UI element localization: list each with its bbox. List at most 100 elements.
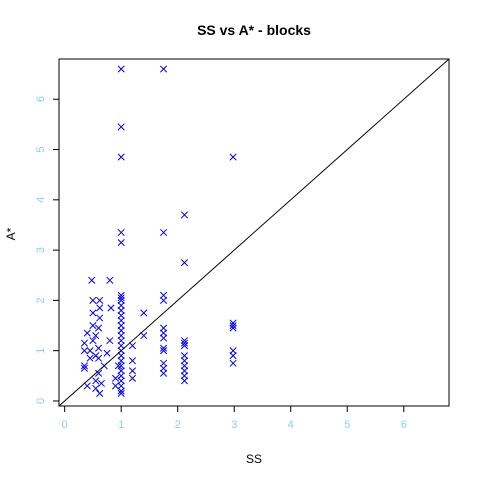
data-point-marker <box>83 329 91 337</box>
data-point-marker <box>117 239 125 247</box>
y-tick-label: 0 <box>35 398 47 404</box>
data-point-marker <box>96 314 104 322</box>
data-point-marker <box>160 369 168 377</box>
data-point-marker <box>92 384 100 392</box>
data-point-marker <box>111 382 120 390</box>
data-point-marker <box>117 382 125 390</box>
data-point-marker <box>180 342 189 350</box>
y-tick-label: 1 <box>35 348 47 354</box>
data-point-marker <box>117 377 125 385</box>
data-point-marker <box>117 362 125 370</box>
data-point-marker <box>80 339 88 347</box>
data-point-marker <box>160 228 168 237</box>
x-axis-label: SS <box>246 452 262 466</box>
data-point-marker <box>96 389 104 397</box>
data-point-marker <box>160 347 168 355</box>
data-point-marker <box>229 347 237 355</box>
data-point-marker <box>97 379 105 387</box>
data-point-marker <box>180 372 189 380</box>
plot-frame <box>58 58 450 407</box>
data-point-marker <box>160 291 168 299</box>
y-tick-label: 5 <box>35 146 47 152</box>
data-point-marker <box>140 309 148 317</box>
x-tick-label: 2 <box>175 419 181 431</box>
data-point-marker <box>160 329 168 337</box>
data-point-marker <box>140 332 148 340</box>
data-point-marker <box>128 357 137 365</box>
data-point-marker <box>117 332 125 340</box>
data-point-marker <box>117 65 125 73</box>
x-tick-label: 6 <box>401 419 407 431</box>
data-point-marker <box>117 123 125 131</box>
data-point-marker <box>117 153 125 161</box>
data-point-marker <box>128 342 137 350</box>
data-point-marker <box>92 377 100 385</box>
x-tick-label: 5 <box>344 419 350 431</box>
y-tick-label: 2 <box>35 297 47 303</box>
data-point-marker <box>117 389 125 397</box>
data-point-marker <box>80 347 88 355</box>
data-point-marker <box>128 367 137 375</box>
data-point-marker <box>117 316 125 325</box>
data-point-marker <box>92 332 100 340</box>
data-point-marker <box>160 324 168 332</box>
data-point-marker <box>117 291 125 299</box>
data-point-marker <box>117 352 125 360</box>
data-point-marker <box>117 296 125 304</box>
data-point-marker <box>180 339 189 347</box>
data-point-marker <box>117 321 125 330</box>
axis-ticks: 0 1 2 3 4 5 6 0 1 2 3 4 5 6 <box>35 96 407 431</box>
data-point-marker <box>80 364 88 372</box>
data-point-marker <box>107 304 115 312</box>
data-point-marker <box>117 342 125 350</box>
data-point-marker <box>95 369 103 377</box>
x-tick-label: 0 <box>62 419 68 431</box>
x-tick-label: 1 <box>118 419 124 431</box>
data-point-marker <box>95 344 103 352</box>
y-axis-label: A* <box>4 227 18 240</box>
data-point-marker <box>117 294 125 302</box>
data-point-marker <box>117 327 125 335</box>
data-point-marker <box>229 359 237 367</box>
data-point-marker <box>117 387 125 395</box>
data-point-marker <box>117 301 125 309</box>
data-point-marker <box>106 276 114 284</box>
data-point-marker <box>229 352 237 360</box>
data-point-marker <box>160 364 168 372</box>
data-point-marker <box>117 311 125 320</box>
data-point-marker <box>89 321 97 330</box>
y-tick-label: 6 <box>35 96 47 102</box>
data-point-marker <box>117 306 125 315</box>
data-point-marker <box>86 354 94 362</box>
data-point-marker <box>117 357 125 365</box>
data-point-marker <box>103 349 111 357</box>
data-point-marker <box>106 337 114 345</box>
data-point-marker <box>117 372 125 380</box>
x-tick-label: 3 <box>231 419 237 431</box>
data-point-marker <box>229 324 237 332</box>
data-point-marker <box>96 296 104 304</box>
data-point-marker <box>89 296 97 304</box>
data-point-marker <box>128 374 137 382</box>
data-point-marker <box>180 367 189 375</box>
data-point-marker <box>95 324 103 332</box>
data-point-marker <box>180 357 189 365</box>
data-point-marker <box>160 359 168 367</box>
y-tick-label: 3 <box>35 247 47 253</box>
y-tick-label: 4 <box>35 197 47 203</box>
data-point-marker <box>229 153 237 161</box>
data-point-marker <box>180 259 189 267</box>
data-point-marker <box>86 347 94 355</box>
data-point-marker <box>180 377 189 385</box>
data-point-marker <box>180 211 189 219</box>
data-point-marker <box>114 362 122 370</box>
data-point-marker <box>111 374 120 382</box>
data-point-marker <box>88 276 96 284</box>
data-point-marker <box>160 296 168 304</box>
reference-line-y-equals-x <box>59 59 449 406</box>
data-point-marker <box>117 337 125 345</box>
data-point-marker <box>229 321 237 330</box>
